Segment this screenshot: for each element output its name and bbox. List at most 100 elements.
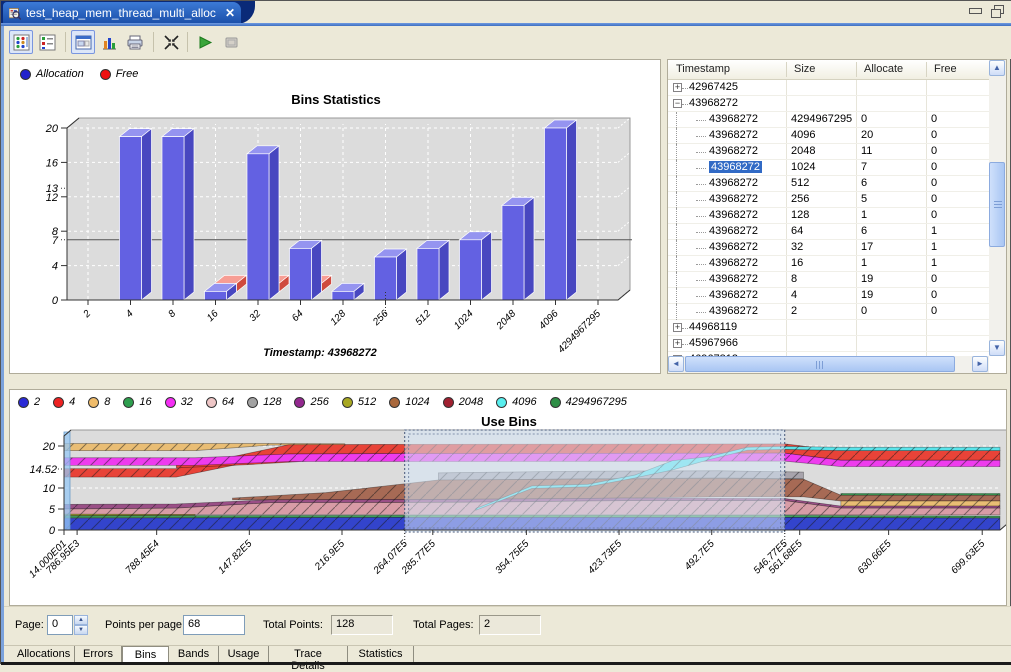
free-cell: 0 xyxy=(931,145,937,157)
column-header-free[interactable]: Free xyxy=(934,63,957,75)
table-row[interactable]: 43968272200 xyxy=(668,304,990,320)
scroll-up-icon[interactable]: ▲ xyxy=(989,60,1005,76)
points-per-page-label: Points per page: xyxy=(105,619,185,631)
svg-text:14.52: 14.52 xyxy=(29,464,57,476)
maximize-restore-icon[interactable] xyxy=(990,5,1004,17)
tab-trace-details[interactable]: Trace Details xyxy=(269,646,348,663)
free-cell: 0 xyxy=(931,193,937,205)
tab-allocations[interactable]: Allocations xyxy=(9,646,75,663)
free-cell: 0 xyxy=(931,305,937,317)
free-cell: 1 xyxy=(931,241,937,253)
tree-vline xyxy=(676,176,677,192)
tree-connector xyxy=(682,328,688,329)
free-cell: 0 xyxy=(931,161,937,173)
tree-connector xyxy=(696,200,706,201)
tree-expand-icon[interactable]: + xyxy=(673,83,682,92)
timestamp-cell: 43968272 xyxy=(709,289,758,301)
fit-to-window-icon xyxy=(163,34,180,51)
column-header-allocate[interactable]: Allocate xyxy=(864,63,903,75)
scroll-left-icon[interactable]: ◄ xyxy=(668,356,684,372)
table-row[interactable]: 4396827251260 xyxy=(668,176,990,192)
scroll-down-icon[interactable]: ▼ xyxy=(989,340,1005,356)
tab-usage[interactable]: Usage xyxy=(219,646,269,663)
allocate-cell: 7 xyxy=(861,161,867,173)
column-header-size[interactable]: Size xyxy=(794,63,815,75)
svg-text:492.7E5: 492.7E5 xyxy=(683,538,717,572)
table-horizontal-scrollbar[interactable]: ◄ ► xyxy=(668,356,989,373)
horizontal-scroll-thumb[interactable] xyxy=(685,356,955,372)
print-button[interactable] xyxy=(123,30,147,54)
free-cell: 1 xyxy=(931,257,937,269)
table-body[interactable]: +42967425−439682724396827242949672950043… xyxy=(668,80,990,356)
svg-text:20: 20 xyxy=(45,123,59,135)
allocate-cell: 6 xyxy=(861,225,867,237)
bar-chart-button[interactable] xyxy=(97,30,121,54)
page-spinner-down-icon[interactable]: ▼ xyxy=(74,625,88,635)
tree-vline xyxy=(676,160,677,176)
svg-text:354.75E5: 354.75E5 xyxy=(493,538,531,576)
view-tab[interactable]: test_heap_mem_thread_multi_alloc ✕ xyxy=(3,2,241,24)
tree-connector xyxy=(696,312,706,313)
print-icon xyxy=(126,34,144,51)
tree-connector xyxy=(696,296,706,297)
grid-view-button[interactable] xyxy=(9,30,33,54)
table-row[interactable]: +42967425 xyxy=(668,80,990,96)
tab-bins[interactable]: Bins xyxy=(122,646,169,663)
tree-connector xyxy=(682,104,688,105)
bins-bar-chart[interactable]: 0481216207132481632641282565121024204840… xyxy=(10,60,660,373)
svg-text:4096: 4096 xyxy=(537,308,561,332)
tree-connector xyxy=(696,248,706,249)
size-cell: 128 xyxy=(791,209,809,221)
tree-expand-icon[interactable]: + xyxy=(673,339,682,348)
svg-text:0: 0 xyxy=(49,525,56,537)
play-button[interactable] xyxy=(193,30,217,54)
table-row[interactable]: 4396827212810 xyxy=(668,208,990,224)
table-row[interactable]: 4396827225650 xyxy=(668,192,990,208)
view-tab-strip: test_heap_mem_thread_multi_alloc ✕ xyxy=(1,1,1011,26)
table-row[interactable]: 439682724096200 xyxy=(668,128,990,144)
scroll-right-icon[interactable]: ► xyxy=(972,356,988,372)
tab-errors[interactable]: Errors xyxy=(75,646,122,663)
tree-vline xyxy=(676,128,677,144)
list-view-icon xyxy=(39,34,56,51)
tab-bands[interactable]: Bands xyxy=(169,646,219,663)
use-bins-chart[interactable]: 05102014.5214.000E01786.95E3788.45E4147.… xyxy=(10,390,1006,605)
bins-statistics-panel: AllocationFree Bins Statistics 048121620… xyxy=(9,59,661,374)
column-header-timestamp[interactable]: Timestamp xyxy=(676,63,730,75)
table-row[interactable]: 439682722048110 xyxy=(668,144,990,160)
svg-text:699.63E5: 699.63E5 xyxy=(949,538,987,576)
svg-text:0: 0 xyxy=(52,295,59,307)
svg-text:128: 128 xyxy=(329,308,349,328)
tab-close-icon[interactable]: ✕ xyxy=(225,6,235,20)
table-row[interactable]: 439682721611 xyxy=(668,256,990,272)
tab-statistics[interactable]: Statistics xyxy=(348,646,414,663)
page-spinner-value[interactable]: 0 xyxy=(47,615,73,635)
fit-to-window-button[interactable] xyxy=(159,30,183,54)
svg-text:13: 13 xyxy=(46,183,59,195)
minimize-view-icon[interactable] xyxy=(968,5,982,17)
table-vertical-scrollbar[interactable]: ▲ ▼ xyxy=(989,60,1006,356)
table-row[interactable]: 43968272429496729500 xyxy=(668,112,990,128)
table-row[interactable]: 439682728190 xyxy=(668,272,990,288)
page-spinner-up-icon[interactable]: ▲ xyxy=(74,615,88,625)
size-cell: 1024 xyxy=(791,161,815,173)
chart-window-view-button[interactable] xyxy=(71,30,95,54)
table-row[interactable]: 4396827232171 xyxy=(668,240,990,256)
tree-collapse-icon[interactable]: − xyxy=(673,99,682,108)
tree-expand-icon[interactable]: + xyxy=(673,323,682,332)
points-per-page-input[interactable]: 68 xyxy=(183,615,245,635)
table-row[interactable]: +45967966 xyxy=(668,336,990,352)
table-header[interactable]: Timestamp Size Allocate Free xyxy=(668,60,990,80)
timestamp-cell: 43968272 xyxy=(689,97,738,109)
table-row[interactable]: 439682726461 xyxy=(668,224,990,240)
selected-cell[interactable]: 43968272 xyxy=(709,161,762,173)
table-row[interactable]: 439682724190 xyxy=(668,288,990,304)
table-row[interactable]: −43968272 xyxy=(668,96,990,112)
table-row[interactable]: +44968119 xyxy=(668,320,990,336)
allocate-cell: 20 xyxy=(861,129,873,141)
size-cell: 8 xyxy=(791,273,797,285)
timestamp-cell: 43968272 xyxy=(709,113,758,125)
table-row[interactable]: 43968272 1024 7 0 xyxy=(668,160,990,176)
vertical-scroll-thumb[interactable] xyxy=(989,162,1005,247)
list-view-button[interactable] xyxy=(35,30,59,54)
